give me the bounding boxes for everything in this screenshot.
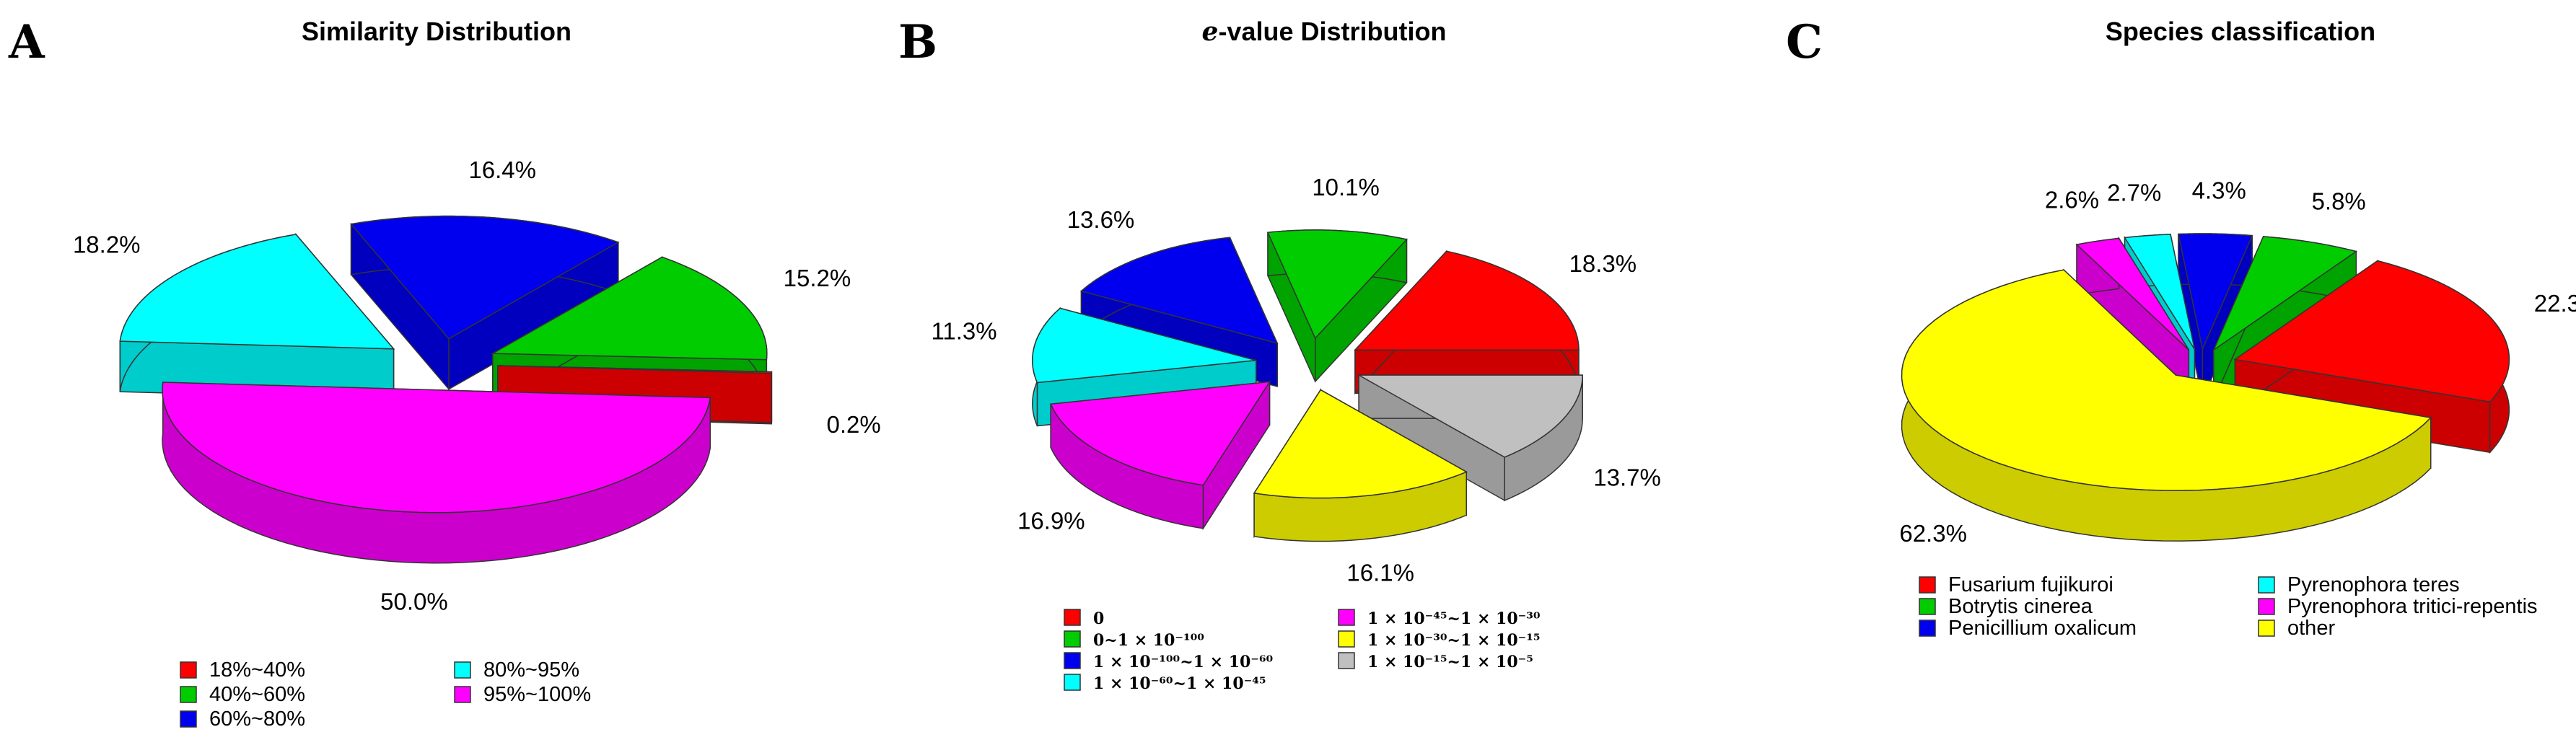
legend-swatch bbox=[1338, 652, 1355, 669]
legend-label: 1 × 10⁻⁴⁵~1 × 10⁻³⁰ bbox=[1367, 609, 1541, 628]
pie-slice-2-5 bbox=[1901, 268, 2432, 542]
legend-label: 95%~100% bbox=[483, 683, 591, 706]
slice-label-2-5: 62.3% bbox=[1899, 520, 1967, 547]
pie-slice-0-2 bbox=[350, 215, 620, 391]
legend-label: 60%~80% bbox=[209, 707, 305, 731]
legend-item-0-4: 95%~100% bbox=[454, 683, 591, 706]
legend-label: Botrytis cinerea bbox=[1948, 595, 2093, 618]
slice-label-1-3: 11.3% bbox=[932, 317, 997, 344]
legend-swatch bbox=[1338, 609, 1355, 626]
legend-swatch bbox=[180, 710, 197, 728]
legend-label: 1 × 10⁻¹⁵~1 × 10⁻⁵ bbox=[1367, 653, 1533, 671]
legend-item-0-1: 40%~60% bbox=[180, 683, 305, 706]
legend-label: Penicillium oxalicum bbox=[1948, 617, 2137, 640]
legend-swatch bbox=[1919, 620, 1936, 637]
slice-label-1-0: 18.3% bbox=[1569, 250, 1637, 277]
pie-slice-1-3 bbox=[1032, 307, 1257, 427]
chart-c-title: Species classification bbox=[2106, 17, 2375, 46]
slice-label-2-1: 5.8% bbox=[2312, 188, 2366, 214]
pie-slice-1-4 bbox=[1050, 379, 1271, 531]
legend-item-1-0: 0 bbox=[1064, 609, 1104, 628]
legend-label: 18%~40% bbox=[209, 658, 305, 682]
legend-item-2-1: Botrytis cinerea bbox=[1919, 595, 2093, 618]
legend-item-2-0: Fusarium fujikuroi bbox=[1919, 573, 2113, 596]
panel-letter-a: A bbox=[8, 15, 45, 69]
legend-label: 80%~95% bbox=[483, 658, 579, 682]
slice-label-0-0: 0.2% bbox=[826, 411, 880, 438]
legend-item-0-0: 18%~40% bbox=[180, 658, 305, 682]
legend-similarity: 18%~40%40%~60%60%~80% 80%~95%95%~100% bbox=[180, 658, 591, 731]
slice-label-2-2: 4.3% bbox=[2192, 177, 2246, 203]
legend-item-2-5: other bbox=[2258, 617, 2335, 640]
chart-b-title: e-value Distribution bbox=[1202, 17, 1447, 47]
slice-label-2-4: 2.6% bbox=[2045, 186, 2099, 213]
legend-item-1-2: 1 × 10⁻¹⁰⁰~1 × 10⁻⁶⁰ bbox=[1064, 652, 1274, 671]
pie-chart-species: 4.3% 2.7% 2.6% 5.8% 22.3% 62.3% bbox=[1899, 177, 2576, 547]
pie-slice-1-1 bbox=[1266, 229, 1408, 383]
legend-label: other bbox=[2287, 617, 2335, 640]
pie-chart-evalue: 10.1% 13.6% 18.3% 11.3% 13.7% 16.9% 16.1% bbox=[932, 174, 1661, 586]
chart-a-title: Similarity Distribution bbox=[302, 17, 571, 46]
legend-item-1-1: 0~1 × 10⁻¹⁰⁰ bbox=[1064, 630, 1204, 650]
legend-item-0-2: 60%~80% bbox=[180, 707, 305, 731]
pie-slice-1-5 bbox=[1253, 387, 1468, 542]
legend-label: 40%~60% bbox=[209, 683, 305, 706]
slice-label-2-0: 22.3% bbox=[2534, 290, 2576, 317]
legend-label: 0 bbox=[1093, 609, 1104, 628]
slice-label-2-3: 2.7% bbox=[2107, 180, 2161, 206]
legend-swatch bbox=[454, 661, 471, 679]
legend-swatch bbox=[1064, 630, 1081, 648]
pie-slice-1-0 bbox=[1354, 250, 1580, 395]
legend-label: Pyrenophora tritici-repentis bbox=[2287, 595, 2538, 618]
legend-swatch bbox=[2258, 620, 2275, 637]
slice-label-1-5: 16.1% bbox=[1346, 560, 1414, 586]
panel-letter-b: B bbox=[898, 15, 937, 69]
panel-letter-c: C bbox=[1786, 15, 1823, 69]
slice-label-0-3: 18.2% bbox=[73, 231, 141, 257]
legend-swatch bbox=[1919, 576, 1936, 594]
legend-item-2-4: Pyrenophora tritici-repentis bbox=[2258, 595, 2538, 618]
legend-swatch bbox=[2258, 576, 2275, 594]
slice-label-1-2: 13.6% bbox=[1067, 206, 1135, 233]
slice-label-0-4: 50.0% bbox=[380, 588, 448, 614]
legend-swatch bbox=[1064, 652, 1081, 669]
legend-label: 1 × 10⁻¹⁰⁰~1 × 10⁻⁶⁰ bbox=[1093, 653, 1274, 671]
slice-label-0-1: 15.2% bbox=[784, 265, 851, 291]
pie-slice-0-3 bbox=[119, 232, 395, 401]
legend-label: 1 × 10⁻³⁰~1 × 10⁻¹⁵ bbox=[1367, 631, 1541, 650]
slice-label-1-4: 16.9% bbox=[1017, 507, 1085, 534]
legend-item-1-6: 1 × 10⁻¹⁵~1 × 10⁻⁵ bbox=[1338, 652, 1533, 671]
pie-slice-1-6 bbox=[1357, 374, 1583, 502]
legend-item-1-3: 1 × 10⁻⁶⁰~1 × 10⁻⁴⁵ bbox=[1064, 674, 1266, 693]
pie-slice-0-4 bbox=[162, 382, 711, 564]
legend-swatch bbox=[1064, 609, 1081, 626]
legend-label: Fusarium fujikuroi bbox=[1948, 573, 2113, 596]
legend-swatch bbox=[1064, 674, 1081, 691]
slice-label-1-1: 10.1% bbox=[1312, 174, 1380, 200]
legend-swatch bbox=[180, 661, 197, 679]
legend-evalue: 0 0~1 × 10⁻¹⁰⁰ 1 × 10⁻¹⁰⁰~1 × 10⁻⁶⁰ 1 × 10⁻… bbox=[1064, 609, 1541, 693]
legend-label: 1 × 10⁻⁶⁰~1 × 10⁻⁴⁵ bbox=[1093, 674, 1266, 693]
pie-chart-similarity: 16.4% 18.2% 15.2% 0.2% 50.0% bbox=[73, 157, 881, 615]
legend-swatch bbox=[1338, 630, 1355, 648]
legend-swatch bbox=[454, 686, 471, 703]
legend-item-2-3: Pyrenophora teres bbox=[2258, 573, 2460, 596]
legend-label: 0~1 × 10⁻¹⁰⁰ bbox=[1093, 631, 1204, 650]
legend-item-2-2: Penicillium oxalicum bbox=[1919, 617, 2137, 640]
slice-label-0-2: 16.4% bbox=[468, 157, 536, 183]
legend-swatch bbox=[180, 686, 197, 703]
legend-swatch bbox=[1919, 598, 1936, 615]
legend-item-1-5: 1 × 10⁻³⁰~1 × 10⁻¹⁵ bbox=[1338, 630, 1541, 650]
legend-label: Pyrenophora teres bbox=[2287, 573, 2460, 596]
legend-swatch bbox=[2258, 598, 2275, 615]
legend-item-1-4: 1 × 10⁻⁴⁵~1 × 10⁻³⁰ bbox=[1338, 609, 1541, 628]
legend-item-0-3: 80%~95% bbox=[454, 658, 579, 682]
slice-label-1-6: 13.7% bbox=[1593, 464, 1661, 490]
